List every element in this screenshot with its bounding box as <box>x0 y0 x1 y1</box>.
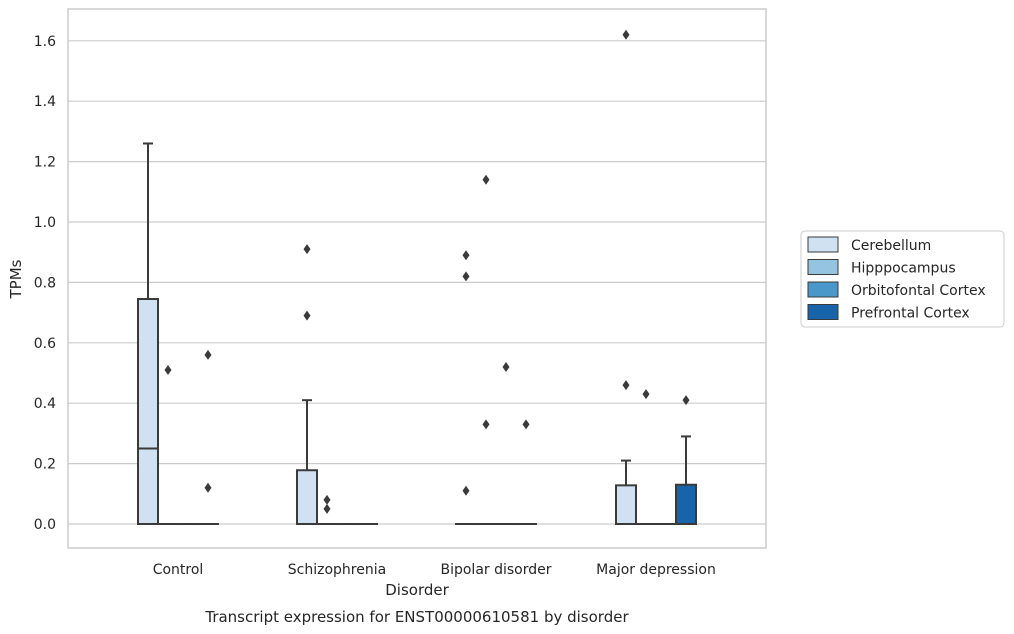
box <box>615 484 637 525</box>
y-tick-label: 0.0 <box>34 517 56 533</box>
outlier-point <box>462 250 470 261</box>
legend-label: Orbitofontal Cortex <box>851 283 986 299</box>
outlier-point <box>462 485 470 496</box>
legend-swatch <box>807 304 839 320</box>
outlier-point <box>204 482 212 493</box>
legend-label: Cerebellum <box>851 238 931 254</box>
x-tick-label: Major depression <box>596 562 716 578</box>
outlier-point <box>323 503 331 514</box>
outlier-point <box>482 174 490 185</box>
outlier-point <box>502 361 510 372</box>
outlier-point <box>682 395 690 406</box>
legend-swatch <box>807 281 839 298</box>
y-tick-label: 0.2 <box>34 457 56 473</box>
outlier-point <box>482 419 490 430</box>
outlier-point <box>622 29 630 40</box>
outlier-point <box>622 380 630 391</box>
x-tick-labels: Control Schizophrenia Bipolar disorder Majo… <box>153 562 716 578</box>
outlier-point <box>164 364 172 375</box>
outlier-point <box>642 389 650 400</box>
box <box>296 469 318 525</box>
box-series <box>137 142 697 526</box>
legend-label: Hipppocampus <box>851 261 956 277</box>
plot-area <box>68 9 766 548</box>
x-tick-label: Bipolar disorder <box>440 562 551 578</box>
y-tick-label: 0.6 <box>34 336 56 352</box>
y-tick-labels: 0.0 0.2 0.4 0.6 0.8 1.0 1.2 1.4 1.6 <box>34 34 56 533</box>
y-tick-label: 1.0 <box>34 215 56 231</box>
outlier-point <box>323 494 331 505</box>
outlier-point <box>204 349 212 360</box>
x-tick-label: Control <box>153 562 204 578</box>
outlier-point <box>303 310 311 321</box>
outlier-point <box>303 244 311 255</box>
box <box>675 483 697 525</box>
legend: Cerebellum Hipppocampus Orbitofontal Corte… <box>800 230 1005 328</box>
legend-frame <box>800 230 1005 328</box>
y-tick-label: 0.4 <box>34 396 56 412</box>
y-axis-title: TPMs <box>7 259 25 299</box>
x-axis-title: Disorder <box>385 581 449 599</box>
outlier-point <box>522 419 530 430</box>
outlier-points <box>164 29 690 514</box>
y-tick-label: 1.2 <box>34 155 56 171</box>
legend-swatch <box>807 236 839 253</box>
legend-swatch <box>807 259 839 275</box>
outlier-point <box>462 271 470 282</box>
y-tick-label: 1.4 <box>34 94 56 110</box>
y-tick-label: 1.6 <box>34 34 56 50</box>
plot-frame <box>67 8 767 549</box>
legend-label: Prefrontal Cortex <box>851 306 970 322</box>
grid-lines <box>68 40 766 525</box>
y-tick-label: 0.8 <box>34 275 56 291</box>
x-tick-label: Schizophrenia <box>288 562 386 578</box>
box <box>137 298 159 526</box>
chart-caption: Transcript expression for ENST0000061058… <box>204 608 629 626</box>
